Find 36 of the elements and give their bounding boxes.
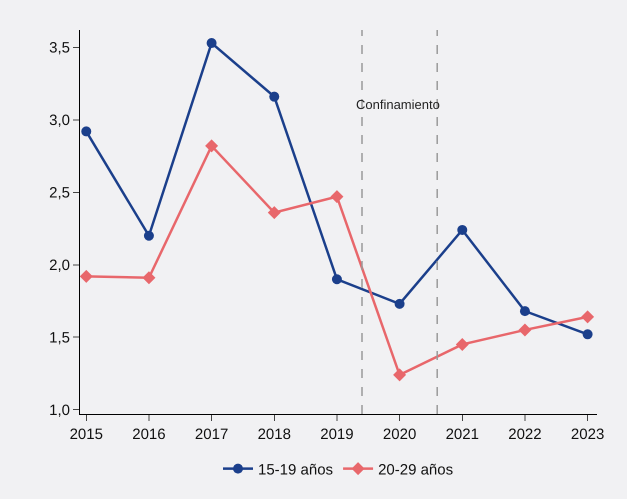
point [144,230,154,241]
point [393,368,406,382]
y-tick-label: 3,0 [49,112,70,130]
legend-label: 15-19 años [258,462,334,478]
x-tick-label: 2023 [570,426,604,443]
point [81,126,92,136]
y-tick-label: 1,0 [49,402,70,419]
y-tick-label: 1,5 [49,329,70,346]
legend-label: 20-29 años [378,462,454,478]
y-tick-label: 2,0 [49,257,70,274]
point [520,306,530,316]
x-tick-label: 2022 [508,426,542,443]
point [518,323,532,336]
x-tick-label: 2021 [446,426,479,443]
x-tick-label: 2019 [320,426,354,443]
point [332,274,342,284]
point [269,92,280,102]
point [330,190,344,204]
x-tick-label: 2017 [194,426,228,443]
x-tick-label: 2018 [258,426,291,443]
point [457,224,468,235]
point [581,310,594,324]
point [394,298,405,309]
point [268,206,281,220]
x-tick-label: 2015 [70,426,103,443]
y-tick-label: 3,5 [49,40,70,57]
point [80,270,93,283]
point [205,139,218,152]
point [206,38,217,48]
x-tick-label: 2016 [132,426,166,443]
x-tick-label: 2020 [382,426,416,443]
point [142,271,156,284]
point [456,338,469,351]
y-tick-label: 2,5 [49,184,70,202]
point [582,329,593,340]
annotation: Confinamiento [356,97,440,112]
